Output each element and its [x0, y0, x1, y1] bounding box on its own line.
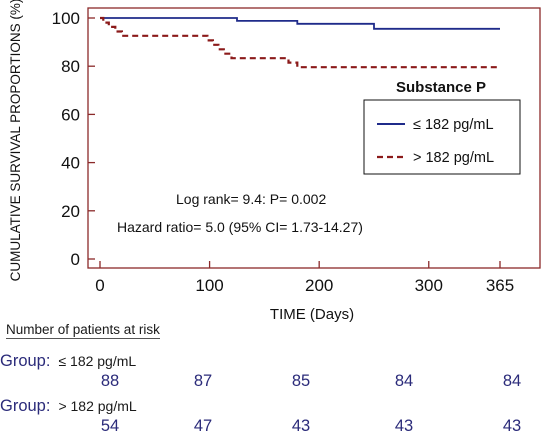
x-axis-label: TIME (Days) [270, 306, 354, 323]
log-rank-annotation: Log rank= 9.4: P= 0.002 [176, 191, 326, 207]
hazard-ratio-annotation: Hazard ratio= 5.0 (95% CI= 1.73-14.27) [117, 219, 363, 235]
y-tick-label: 0 [71, 250, 80, 269]
y-ticks: 0 20 40 60 80 100 [52, 9, 95, 269]
y-tick-label: 20 [61, 202, 80, 221]
y-tick-label: 60 [61, 105, 80, 124]
survival-curves [100, 16, 500, 69]
plot-frame [87, 7, 541, 269]
legend-entry-high: > 182 pg/mL [413, 150, 494, 166]
x-tick-label: 0 [95, 276, 104, 295]
y-tick-label: 80 [61, 57, 80, 76]
x-tick-label: 300 [415, 276, 443, 295]
x-ticks: 0 100 200 300 365 [95, 261, 514, 295]
survival-curve-high [100, 16, 500, 69]
x-tick-label: 365 [486, 276, 514, 295]
legend-entry-low: ≤ 182 pg/mL [413, 117, 494, 133]
y-tick-label: 40 [61, 154, 80, 173]
legend-box [363, 99, 521, 175]
y-tick-label: 100 [52, 9, 80, 28]
x-tick-label: 200 [305, 276, 333, 295]
x-tick-label: 100 [195, 276, 223, 295]
survival-curve-low [100, 17, 500, 30]
y-axis-label: CUMULATIVE SURVIVAL PROPORTIONS (%) [8, 0, 23, 281]
legend-title: Substance P [396, 79, 486, 96]
